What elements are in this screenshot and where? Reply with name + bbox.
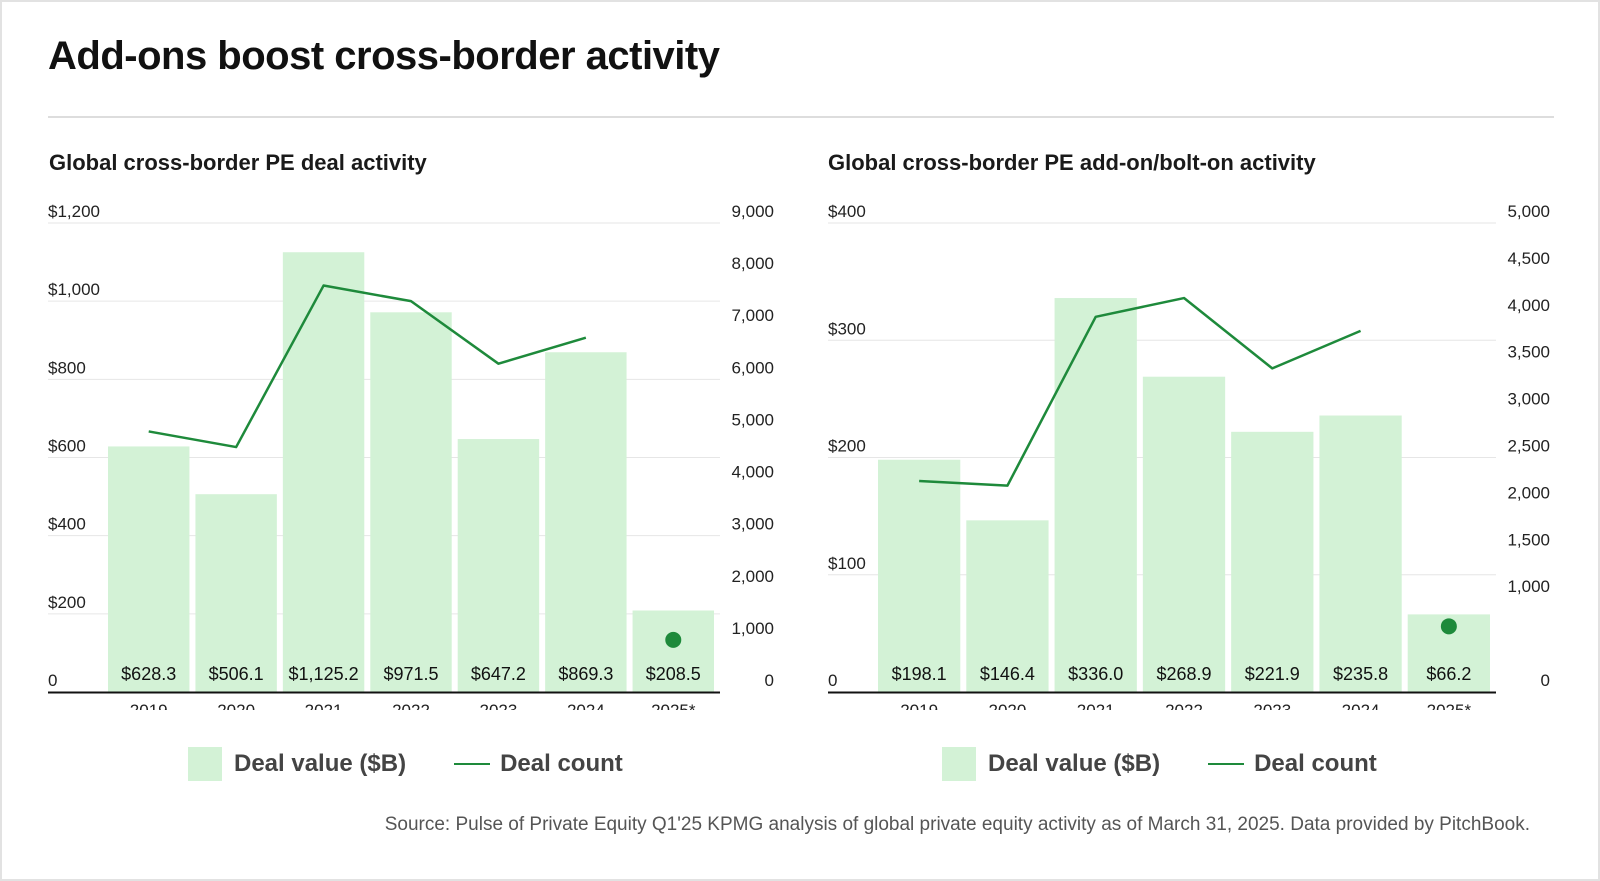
- left-axis-tick-label: $200: [48, 593, 86, 612]
- bar-data-label: $208.5: [646, 664, 701, 684]
- chart-1-title: Global cross-border PE deal activity: [49, 150, 427, 175]
- bar-deal-value-2025*: [632, 610, 714, 692]
- left-axis-tick-label: $400: [828, 202, 866, 221]
- chart-2-title: Global cross-border PE add-on/bolt-on ac…: [828, 150, 1316, 175]
- right-axis-tick-label: 6,000: [731, 358, 774, 377]
- page-title: Add-ons boost cross-border activity: [48, 34, 720, 78]
- right-axis-tick-label: 5,000: [1507, 202, 1550, 221]
- left-axis-tick-label: $100: [828, 554, 866, 573]
- right-axis-tick-label: 4,000: [731, 463, 774, 482]
- right-axis-tick-label: 9,000: [731, 202, 774, 221]
- x-axis-tick-label: 2021: [1077, 701, 1115, 710]
- x-axis-tick-label: 2025*: [1427, 701, 1472, 710]
- right-axis-tick-label: 0: [765, 671, 774, 690]
- right-axis-tick-label: 5,000: [731, 410, 774, 429]
- left-axis-tick-label: 0: [828, 671, 837, 690]
- chart-2-addon-activity: 0 $100 $200 $300 $400 0 1,000 1,500 2,000 2,500 3,…: [828, 202, 1550, 710]
- x-axis-tick-label: 2025*: [651, 701, 696, 710]
- right-axis-tick-label: 3,000: [731, 515, 774, 534]
- deal-count-line: [919, 296, 1362, 487]
- right-axis-tick-label: 3,000: [1507, 390, 1550, 409]
- chart-1-deal-activity: 0 $200 $400 $600 $800 $1,000 $1,200 0 1,000 2,000…: [48, 202, 774, 710]
- bar-data-label: $869.3: [558, 664, 613, 684]
- deal-count-point-2025: [665, 631, 682, 648]
- bar-data-label: $146.4: [980, 664, 1035, 684]
- left-axis-tick-label: $200: [828, 437, 866, 456]
- right-axis-tick-label: 0: [1541, 671, 1550, 690]
- bar-deal-value-2019: [878, 459, 961, 692]
- right-axis-tick-label: 7,000: [731, 306, 774, 325]
- bar-data-label: $268.9: [1156, 664, 1211, 684]
- chart-1-legend: Deal value ($B) Deal count: [188, 746, 623, 782]
- right-axis-tick-label: 2,000: [731, 567, 774, 586]
- bar-deal-value-2022: [370, 312, 452, 692]
- bar-deal-value-2021: [282, 252, 365, 693]
- right-axis-tick-label: 2,500: [1507, 437, 1550, 456]
- x-axis-tick-label: 2019: [900, 701, 938, 710]
- left-axis-tick-label: $800: [48, 358, 86, 377]
- deal-count-legend-label: Deal count: [1254, 750, 1377, 777]
- right-axis-tick-label: 2,000: [1507, 483, 1550, 502]
- deal-count-line-swatch: [1208, 763, 1245, 765]
- x-axis-tick-label: 2024: [1342, 701, 1380, 710]
- bar-data-label: $221.9: [1245, 664, 1300, 684]
- x-axis-tick-label: 2023: [1253, 701, 1291, 710]
- title-divider: [48, 116, 1554, 118]
- bar-data-label: $336.0: [1068, 664, 1123, 684]
- bar-deal-value-2022: [1142, 376, 1226, 692]
- left-axis-tick-label: 0: [48, 671, 57, 690]
- bar-data-label: $647.2: [471, 664, 526, 684]
- bar-deal-value-2024: [545, 352, 627, 692]
- left-axis-tick-label: $400: [48, 515, 86, 534]
- source-note: Source: Pulse of Private Equity Q1'25 KP…: [384, 814, 1530, 835]
- deal-value-swatch: [188, 747, 222, 781]
- deal-value-legend-label: Deal value ($B): [988, 750, 1161, 777]
- left-axis-tick-label: $1,000: [48, 280, 100, 299]
- bar-deal-value-2024: [1319, 415, 1402, 692]
- x-axis-tick-label: 2023: [480, 701, 518, 710]
- bar-deal-value-2019: [108, 446, 190, 692]
- right-axis-tick-label: 1,000: [1507, 577, 1550, 596]
- left-axis-tick-label: $300: [828, 319, 866, 338]
- bar-deal-value-2020: [966, 520, 1049, 692]
- right-axis-tick-label: 1,500: [1507, 530, 1550, 549]
- right-axis-tick-label: 8,000: [731, 254, 774, 273]
- bar-data-label: $1,125.2: [289, 664, 359, 684]
- bar-data-label: $66.2: [1426, 664, 1471, 684]
- x-axis-tick-label: 2022: [1165, 701, 1203, 710]
- left-axis-tick-label: $600: [48, 437, 86, 456]
- deal-count-legend-label: Deal count: [500, 750, 623, 777]
- bar-deal-value-2023: [457, 439, 540, 692]
- deal-count-point-2025: [1440, 618, 1457, 635]
- right-axis-tick-label: 4,500: [1507, 249, 1550, 268]
- x-axis-tick-label: 2020: [217, 701, 255, 710]
- x-axis-tick-label: 2021: [305, 701, 343, 710]
- deal-value-legend-label: Deal value ($B): [234, 750, 407, 777]
- x-axis-tick-label: 2019: [130, 701, 168, 710]
- x-axis-tick-label: 2022: [392, 701, 430, 710]
- left-axis-tick-label: $1,200: [48, 202, 100, 221]
- right-axis-tick-label: 3,500: [1507, 343, 1550, 362]
- bar-deal-value-2023: [1231, 431, 1314, 692]
- bar-data-label: $628.3: [121, 664, 176, 684]
- bar-data-label: $235.8: [1333, 664, 1388, 684]
- deal-value-swatch: [942, 747, 976, 781]
- x-axis-tick-label: 2024: [567, 701, 605, 710]
- bar-data-label: $971.5: [383, 664, 438, 684]
- right-axis-tick-label: 4,000: [1507, 296, 1550, 315]
- x-axis-tick-label: 2020: [989, 701, 1027, 710]
- deal-count-line-swatch: [454, 763, 491, 765]
- bar-data-label: $506.1: [209, 664, 264, 684]
- deal-count-line: [148, 284, 587, 449]
- bar-data-label: $198.1: [892, 664, 947, 684]
- bar-deal-value-2020: [195, 494, 277, 692]
- right-axis-tick-label: 1,000: [731, 619, 774, 638]
- chart-2-legend: Deal value ($B) Deal count: [942, 746, 1377, 782]
- bar-deal-value-2021: [1054, 298, 1137, 692]
